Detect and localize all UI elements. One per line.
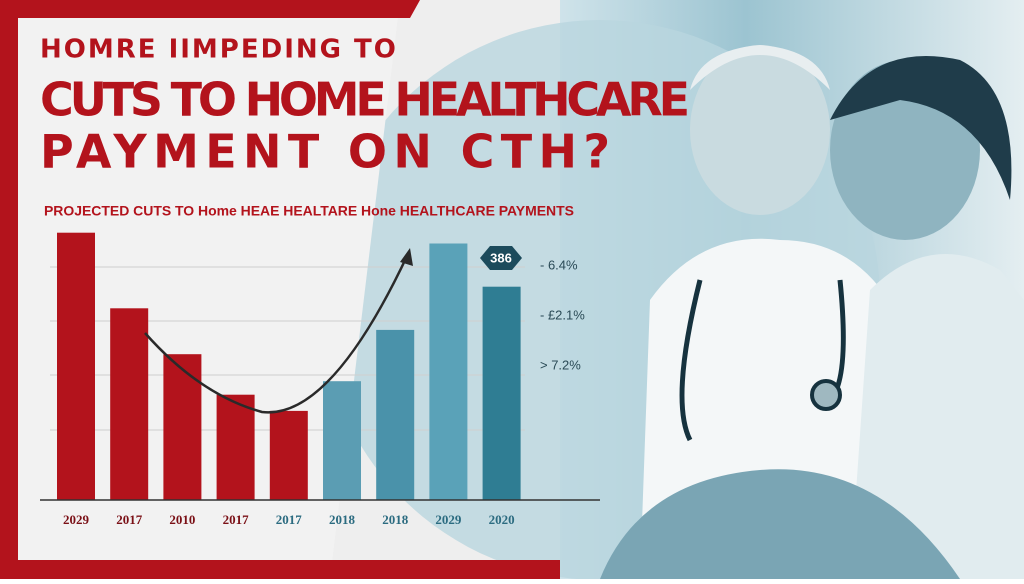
x-tick-label: 2029 xyxy=(63,512,90,527)
x-tick-label: 2020 xyxy=(489,512,515,527)
x-tick-label: 2017 xyxy=(276,512,303,527)
bar xyxy=(110,308,149,500)
title: PAYMENT ON CTH? xyxy=(40,125,610,179)
figure-hair xyxy=(690,45,830,90)
title: CUTS TO HOME HEALTHCARE xyxy=(40,73,690,127)
stethoscope-head xyxy=(810,379,842,411)
bar xyxy=(482,286,521,500)
arrow-head xyxy=(400,248,413,266)
bars xyxy=(57,232,521,500)
badge-label: 386 xyxy=(490,250,512,265)
figure-hands xyxy=(600,469,960,579)
badge-shape xyxy=(480,246,522,270)
x-tick-label: 2010 xyxy=(169,512,195,527)
figure-hair xyxy=(830,56,1012,200)
subtitle: PROJECTED CUTS TO Home HEAE HEALTARE Hon… xyxy=(44,203,574,219)
photo-figures xyxy=(600,45,1024,579)
bar xyxy=(216,394,255,500)
x-tick-label: 2017 xyxy=(223,512,250,527)
figure-coat xyxy=(850,254,1024,579)
x-tick-label: 2018 xyxy=(329,512,356,527)
x-tick-label: 2017 xyxy=(116,512,143,527)
annotation: > 7.2% xyxy=(540,357,581,372)
figure-head xyxy=(690,45,830,215)
bar xyxy=(163,354,202,500)
x-tick-label: 2018 xyxy=(382,512,409,527)
bar xyxy=(57,232,95,500)
annotation: - £2.1% xyxy=(540,307,585,322)
bar xyxy=(323,381,361,500)
bar xyxy=(269,410,308,500)
bar xyxy=(429,243,468,500)
annotation: - 6.4% xyxy=(540,257,578,272)
x-tick-label: 2029 xyxy=(435,512,462,527)
kicker: HOMRE IIMPEDING TO xyxy=(40,35,398,65)
bar xyxy=(376,329,415,500)
trend-arrow xyxy=(144,253,410,414)
